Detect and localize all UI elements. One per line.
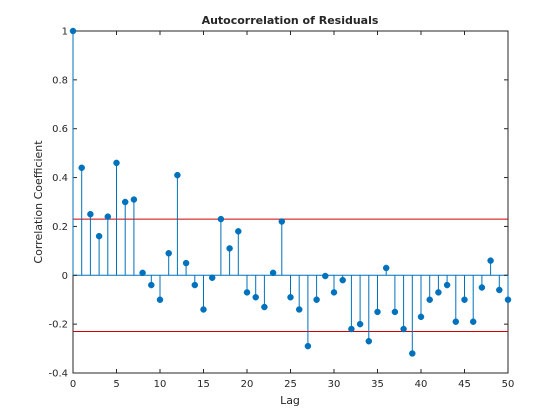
stem-marker (182, 259, 190, 267)
y-tick-label: -0.2 (48, 320, 68, 331)
stem-marker (313, 296, 320, 303)
stem-marker (69, 27, 77, 35)
x-tick-label: 30 (328, 379, 341, 390)
stem-marker (304, 342, 312, 350)
x-tick-label: 5 (113, 379, 119, 390)
y-tick-label: 0.8 (52, 75, 68, 86)
stem-marker (322, 272, 329, 280)
plot-area: 0 5 10 15 20 25 30 35 40 45 50 -0.4 -0.2 0 0.2 0.4 0.6 0.… (48, 27, 514, 391)
chart-title: Autocorrelation of Residuals (202, 14, 379, 27)
stem-marker (121, 198, 129, 206)
stem-marker (191, 281, 199, 289)
stem-marker (87, 210, 94, 218)
x-tick-label: 45 (458, 379, 471, 390)
x-axis-label: Lag (280, 394, 300, 407)
stem-marker (348, 325, 355, 333)
stem-marker (78, 164, 85, 172)
y-tick-label: 0 (62, 271, 68, 282)
stem-marker (287, 294, 294, 301)
x-tick-label: 50 (502, 379, 515, 390)
y-axis-label: Correlation Coefficient (32, 140, 45, 264)
stem-marker (452, 318, 460, 325)
stem-marker (130, 196, 138, 203)
stem-marker (435, 289, 442, 296)
stem-marker (469, 318, 477, 325)
stem-marker (443, 281, 451, 289)
stem-marker (356, 320, 364, 328)
stem-marker (330, 289, 338, 296)
stem-marker (382, 264, 390, 272)
y-tick-label: 0.2 (52, 222, 68, 233)
stem-marker (400, 325, 407, 333)
x-tick-label: 40 (415, 379, 428, 390)
y-tick-label: -0.4 (48, 369, 68, 380)
x-tick-label: 15 (197, 379, 210, 390)
stem-marker (235, 228, 242, 235)
stem-marker (409, 350, 416, 357)
stem-marker (374, 308, 381, 316)
stem-marker (217, 215, 225, 223)
y-tick-label: 0.4 (52, 173, 68, 184)
x-tick-label: 25 (284, 379, 297, 390)
stem-marker (95, 232, 103, 240)
stem-marker (261, 303, 268, 311)
x-tick-label: 0 (70, 379, 76, 390)
x-tick-label: 20 (241, 379, 254, 390)
stem-marker (113, 159, 120, 167)
stem-marker (139, 269, 146, 277)
stem-marker (226, 245, 233, 252)
y-tick-label: 1 (62, 27, 68, 38)
x-tick-label: 10 (154, 379, 167, 390)
stem-marker (295, 306, 303, 313)
stem-marker (426, 296, 433, 303)
x-tick-label: 35 (371, 379, 384, 390)
stem-marker (391, 308, 399, 316)
stem-marker (504, 296, 512, 303)
stem-marker (252, 294, 259, 301)
stem-marker (269, 269, 277, 277)
stem-marker (156, 296, 164, 303)
stem-marker (339, 276, 346, 284)
stem-marker (417, 313, 425, 321)
stem-marker (208, 274, 216, 281)
stem-marker (278, 218, 286, 225)
stem-marker (478, 284, 486, 291)
stem-marker (365, 337, 373, 345)
stem-marker (104, 213, 112, 220)
y-tick-label: 0.6 (52, 124, 68, 135)
axes-box (72, 30, 509, 374)
stem-marker (487, 257, 494, 264)
stem-marker (461, 296, 468, 303)
stem-marker (165, 250, 172, 257)
stem-marker (243, 289, 251, 296)
stem-marker (200, 306, 207, 313)
stem-marker (148, 281, 155, 289)
stem-marker (496, 286, 503, 294)
stem-marker (174, 171, 181, 179)
